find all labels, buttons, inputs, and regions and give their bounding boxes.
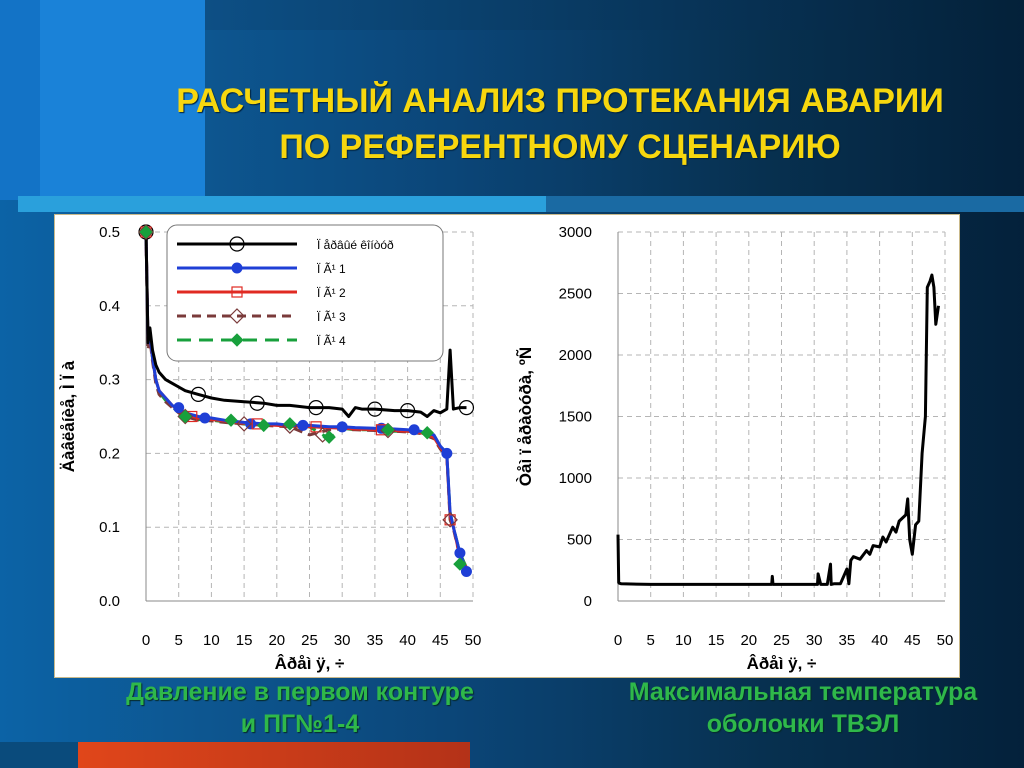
pressure-marker-pg4 [420, 426, 434, 440]
temperature-y-tick-label: 0 [584, 593, 592, 610]
pressure-marker-pg1 [408, 424, 420, 436]
temperature-x-tick-label: 20 [740, 632, 757, 649]
legend-label-2: Ï Ã¹ 2 [317, 286, 346, 300]
pressure-marker-pg4 [381, 423, 395, 437]
pressure-marker-pg4 [257, 418, 271, 433]
temperature-series-line-0 [616, 273, 940, 586]
temperature-y-tick-label: 1000 [559, 470, 592, 487]
legend-marker-4 [230, 333, 244, 347]
pressure-marker-pg1 [441, 447, 453, 459]
temperature-y-tick-label: 2000 [559, 347, 592, 364]
temperature-x-tick-label: 35 [839, 632, 856, 649]
temperature-x-tick-label: 10 [675, 632, 692, 649]
legend-label-3: Ï Ã¹ 3 [317, 310, 346, 324]
pressure-y-tick-label: 0.2 [99, 445, 120, 462]
pressure-y-tick-label: 0.5 [99, 224, 120, 241]
pressure-marker-pg4 [224, 413, 238, 427]
legend-marker-1 [231, 262, 243, 274]
pressure-marker-pg3 [236, 416, 252, 432]
pressure-marker-pg4 [322, 430, 336, 444]
slide-title: РАСЧЕТНЫЙ АНАЛИЗ ПРОТЕКАНИЯ АВАРИИ ПО РЕ… [60, 78, 1024, 170]
background-bottom-accent [78, 742, 470, 768]
pressure-marker-pg2 [310, 421, 322, 433]
charts-panel: 0 5 10 15 20 25 30 35 40 45 50 0.0 0.1 0.2 0.3 0.4 0.5 Âð… [54, 214, 960, 678]
background-top-strip [205, 0, 1024, 30]
pressure-y-tick-label: 0.4 [99, 298, 120, 315]
caption-pressure-line1: Давление в первом контуре [126, 678, 474, 706]
pressure-marker-pg3 [138, 224, 154, 240]
legend-marker-0 [229, 236, 245, 252]
pressure-x-tick-label: 0 [142, 632, 150, 649]
caption-pressure: Давление в первом контуре и ПГ№1-4 [60, 676, 540, 740]
pressure-x-tick-label: 35 [367, 632, 384, 649]
pressure-x-tick-label: 40 [399, 632, 416, 649]
slide-title-line1: РАСЧЕТНЫЙ АНАЛИЗ ПРОТЕКАНИЯ АВАРИИ [176, 82, 944, 120]
pressure-x-tick-label: 15 [236, 632, 253, 649]
legend-marker-3 [229, 308, 245, 324]
pressure-x-tick-label: 25 [301, 632, 318, 649]
legend-box [166, 224, 444, 362]
temperature-x-tick-label: 5 [647, 632, 655, 649]
legend-label-4: Ï Ã¹ 4 [317, 334, 346, 348]
temperature-x-axis-label: Âðåì ÿ, ÷ [747, 654, 817, 673]
temperature-x-tick-label: 0 [614, 632, 622, 649]
pressure-x-axis-label: Âðåì ÿ, ÷ [275, 654, 345, 673]
pressure-marker-primary [458, 400, 475, 416]
charts-svg: 0 5 10 15 20 25 30 35 40 45 500.00.10.20.30.40.5Âð… [59, 224, 954, 673]
pressure-marker-primary [308, 400, 324, 416]
pressure-marker-pg1 [297, 419, 309, 431]
pressure-marker-pg1 [454, 547, 466, 559]
pressure-x-tick-label: 10 [203, 632, 220, 649]
temperature-x-tick-label: 50 [937, 632, 954, 649]
caption-pressure-line2: и ПГ№1-4 [240, 710, 360, 738]
legend-marker-2 [231, 286, 243, 298]
temperature-y-tick-label: 500 [567, 532, 592, 549]
temperature-y-axis-label: Òåì ï åðàòóðà, ºÑ [515, 347, 535, 486]
pressure-marker-pg1 [199, 412, 211, 424]
legend-label-1: Ï Ã¹ 1 [317, 262, 346, 276]
pressure-x-tick-label: 5 [175, 632, 183, 649]
pressure-marker-pg1 [336, 421, 348, 433]
background-block-light [40, 0, 205, 200]
pressure-marker-pg4 [178, 409, 192, 424]
pressure-marker-pg1 [173, 402, 185, 414]
pressure-y-tick-label: 0.0 [99, 593, 120, 610]
caption-temperature-line1: Максимальная температура [628, 678, 978, 706]
pressure-y-tick-label: 0.3 [99, 372, 120, 389]
caption-temperature-line2: оболочки ТВЭЛ [706, 710, 900, 738]
pressure-x-tick-label: 45 [432, 632, 449, 649]
pressure-y-tick-label: 0.1 [99, 519, 120, 536]
temperature-y-tick-label: 1500 [559, 409, 592, 426]
background-accent-bar [18, 196, 546, 212]
temperature-y-tick-label: 3000 [559, 224, 592, 241]
pressure-marker-primary [190, 386, 206, 402]
pressure-marker-pg3 [442, 511, 458, 528]
temperature-x-tick-label: 25 [773, 632, 790, 649]
temperature-x-tick-label: 30 [806, 632, 823, 649]
pressure-marker-pg4 [283, 417, 297, 431]
legend-label-0: Ï åðâûé êîíòóð [317, 238, 394, 252]
pressure-marker-primary [400, 402, 416, 419]
pressure-marker-pg2 [444, 514, 456, 526]
pressure-marker-pg4 [453, 557, 467, 571]
temperature-y-tick-label: 2500 [559, 286, 592, 303]
pressure-x-tick-label: 50 [465, 632, 482, 649]
pressure-x-tick-label: 20 [268, 632, 285, 649]
background-accent-bar-dark [546, 196, 1024, 212]
slide-title-line2: ПО РЕФЕРЕНТНОМУ СЦЕНАРИЮ [279, 128, 841, 166]
caption-temperature: Максимальная температура оболочки ТВЭЛ [568, 676, 1024, 740]
temperature-x-tick-label: 45 [904, 632, 921, 649]
pressure-marker-primary [367, 401, 383, 417]
temperature-x-tick-label: 40 [871, 632, 888, 649]
background-bottom-block [0, 742, 78, 768]
pressure-series-line-1 [144, 231, 468, 573]
pressure-marker-pg4 [139, 225, 153, 239]
pressure-y-axis-label: Äàâëåíèå, Ì Ï à [59, 360, 78, 472]
pressure-marker-pg3 [177, 408, 194, 425]
pressure-marker-primary [249, 395, 265, 411]
pressure-marker-pg1 [460, 565, 472, 577]
pressure-x-tick-label: 30 [334, 632, 351, 649]
temperature-x-tick-label: 15 [708, 632, 725, 649]
